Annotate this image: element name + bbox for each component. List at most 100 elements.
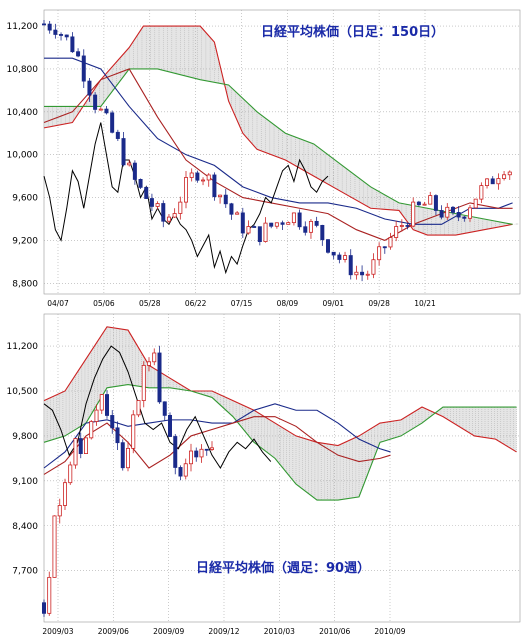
candle-body: [87, 80, 92, 96]
candle-body: [78, 438, 83, 454]
candle-body: [81, 55, 86, 82]
candle-body: [235, 212, 240, 215]
daily-chart-panel: 11,20010,80010,40010,0009,6009,2008,800 …: [7, 9, 521, 308]
candle-body: [63, 482, 68, 506]
candle-body: [57, 505, 62, 517]
candle-body: [399, 225, 404, 227]
candle-body: [377, 246, 382, 261]
candle-body: [280, 222, 285, 225]
candle-body: [76, 51, 81, 57]
candle-body: [104, 108, 109, 114]
candle-body: [166, 216, 171, 222]
candle-body: [93, 94, 98, 110]
candle-body: [144, 186, 149, 199]
candle-body: [502, 174, 507, 179]
candle-body: [496, 178, 501, 185]
daily-grid: [44, 10, 520, 294]
y-tick-label: 9,200: [12, 236, 38, 246]
y-tick-label: 11,200: [7, 22, 39, 32]
y-tick-label: 10,000: [7, 151, 39, 161]
candle-body: [456, 212, 461, 218]
candle-body: [394, 226, 399, 238]
series-line: [43, 326, 517, 453]
candle-body: [439, 210, 444, 218]
candle-body: [89, 421, 94, 439]
candle-body: [195, 172, 200, 181]
x-tick-label: 08/09: [277, 299, 299, 308]
candle-body: [485, 178, 490, 187]
weekly-chart-title: 日経平均株価（週足：90週）: [196, 560, 370, 576]
candle-body: [422, 203, 427, 206]
candle-body: [308, 220, 313, 233]
candle-body: [98, 108, 103, 111]
candle-body: [149, 198, 154, 207]
x-tick-label: 2009/06: [98, 627, 129, 636]
y-tick-label: 7,700: [12, 567, 38, 577]
candle-body: [325, 239, 330, 253]
candle-body: [162, 401, 167, 416]
series-line: [43, 122, 329, 275]
candle-body: [209, 447, 214, 450]
candle-body: [360, 271, 365, 276]
weekly-y-axis: 11,200 10,500 9,800 9,100 8,400 7,700: [7, 342, 39, 577]
candle-body: [68, 464, 73, 484]
candle-body: [194, 450, 199, 458]
x-tick-label: 2009/09: [153, 627, 184, 636]
candle-body: [479, 185, 484, 200]
candle-body: [99, 394, 104, 411]
candle-body: [382, 246, 387, 249]
candle-body: [274, 222, 279, 227]
series-line: [43, 384, 517, 501]
candle-body: [320, 224, 325, 241]
candle-body: [354, 271, 359, 276]
candle-body: [110, 112, 115, 133]
candle-body: [229, 203, 234, 215]
candle-body: [152, 352, 157, 363]
candle-body: [120, 442, 125, 469]
candle-body: [42, 602, 47, 614]
x-tick-label: 05/06: [93, 299, 115, 308]
series-line: [43, 403, 391, 469]
candle-body: [246, 226, 251, 234]
candle-body: [157, 352, 162, 403]
candle-body: [314, 220, 319, 226]
weekly-x-axis: 2009/03 2009/06 2009/09 2009/12 2010/03 2010/…: [42, 627, 405, 636]
candle-body: [450, 206, 455, 213]
candle-body: [252, 226, 257, 228]
candle-body: [132, 162, 137, 180]
candle-body: [462, 216, 467, 219]
candle-body: [303, 226, 308, 233]
candle-body: [348, 255, 353, 276]
candle-body: [223, 194, 228, 205]
candle-body: [173, 436, 178, 468]
candle-body: [263, 222, 268, 242]
x-tick-label: 2010/09: [374, 627, 405, 636]
candle-body: [47, 23, 52, 31]
x-tick-label: 2010/06: [319, 627, 350, 636]
x-tick-label: 07/15: [231, 299, 253, 308]
x-tick-label: 2009/12: [208, 627, 239, 636]
candle-body: [411, 201, 416, 227]
series-line: [43, 345, 272, 469]
weekly-indicator-lines: [43, 326, 517, 501]
daily-x-axis: 04/07 05/06 05/28 06/22 07/15 08/09 09/01 09/28…: [47, 299, 436, 308]
candle-body: [105, 394, 110, 416]
candle-body: [94, 409, 99, 422]
candle-body: [201, 179, 206, 182]
candle-body: [146, 361, 151, 366]
x-tick-label: 2010/03: [264, 627, 295, 636]
candle-body: [64, 34, 69, 38]
candle-body: [42, 23, 47, 26]
series-line: [44, 57, 513, 225]
y-tick-label: 10,500: [7, 387, 39, 397]
candle-body: [52, 515, 57, 578]
candle-body: [47, 576, 52, 614]
daily-y-axis: 11,200 10,800 10,400 10,000 9,600 9,200 8,800: [7, 22, 39, 289]
y-tick-label: 11,200: [7, 342, 39, 352]
candle-body: [115, 427, 120, 444]
daily-chart-title: 日経平均株価（日足：150日）: [261, 24, 444, 40]
weekly-candles: [42, 345, 214, 617]
candle-body: [433, 195, 438, 211]
y-tick-label: 9,100: [12, 477, 38, 487]
